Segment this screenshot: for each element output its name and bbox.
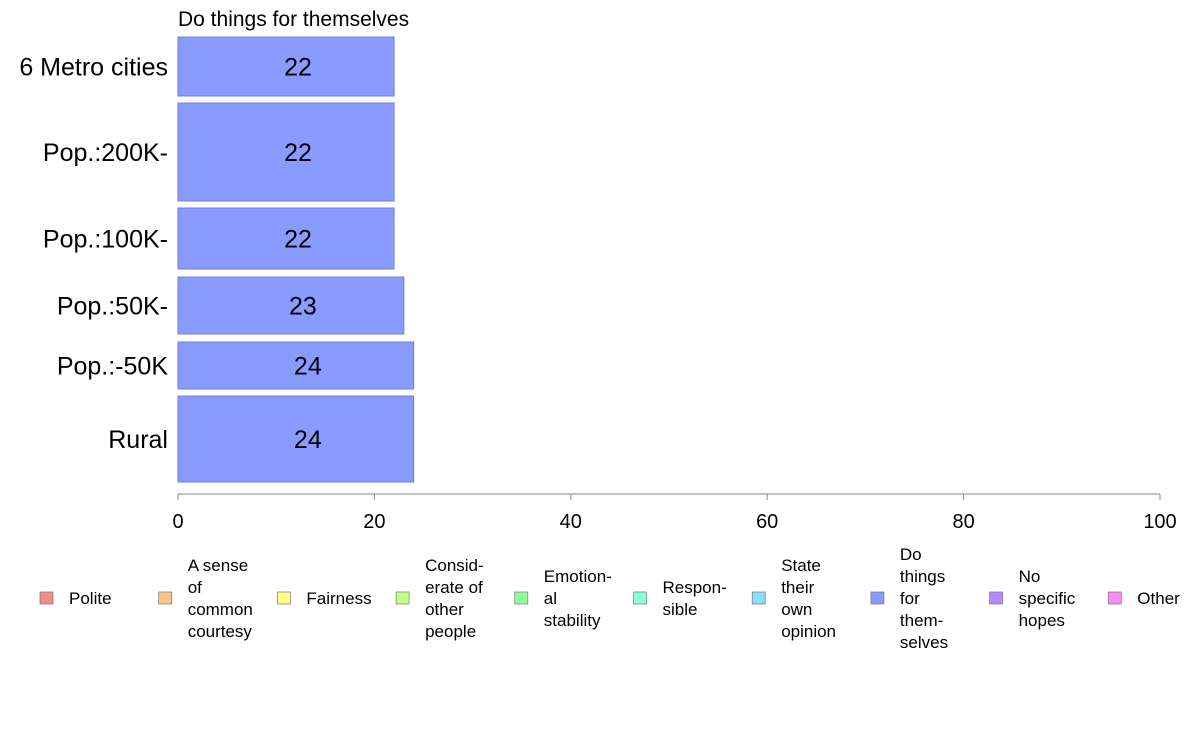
legend-swatch — [751, 591, 766, 605]
legend-label: Do things for them-selves — [900, 545, 948, 652]
panel-title: Do things for themselves — [178, 8, 409, 31]
legend-label: A sense of common courtesy — [188, 556, 253, 641]
data-label: 22 — [284, 226, 312, 254]
legend-swatch — [277, 591, 291, 605]
bar — [177, 102, 395, 202]
data-label: 22 — [284, 139, 312, 167]
x-tick-label: 0 — [172, 511, 183, 533]
bar — [177, 341, 415, 390]
bar — [177, 395, 415, 483]
legend-swatch — [395, 591, 410, 605]
x-tick-label: 40 — [560, 511, 582, 533]
x-tick-label: 60 — [756, 511, 778, 533]
legend-swatch — [158, 591, 173, 605]
legend-label: Consid-erate of other people — [425, 556, 484, 641]
legend-swatch — [514, 591, 529, 605]
legend-label: Polite — [69, 589, 112, 608]
x-tick-label: 80 — [952, 511, 974, 533]
legend-label: No specific hopes — [1019, 567, 1076, 630]
category-label: 6 Metro cities — [19, 54, 168, 82]
legend-label: Fairness — [306, 589, 371, 608]
data-label: 24 — [294, 353, 322, 381]
legend-swatch — [870, 591, 885, 605]
legend-swatch — [1107, 591, 1122, 605]
legend-swatch — [989, 591, 1003, 605]
legend: Polite A sense of common courtesy Fairness Con… — [39, 545, 1180, 652]
legend-swatch — [633, 591, 647, 605]
bar — [177, 276, 405, 335]
x-tick-label: 100 — [1143, 511, 1176, 533]
legend-label: Respon-sible — [663, 578, 727, 619]
legend-swatch — [39, 591, 54, 605]
legend-label: Emotion-al stability — [544, 567, 612, 630]
category-label: Pop.:100K- — [43, 226, 168, 254]
x-axis: 0 20 40 60 80 100 — [172, 493, 1177, 533]
category-label: Pop.:-50K — [57, 353, 169, 381]
category-label: Rural — [108, 426, 168, 454]
category-label: Pop.:200K- — [43, 139, 168, 167]
legend-label: State their own opinion — [781, 556, 836, 641]
bars: 6 Metro cities 22 Pop.:200K- 22 Pop.:100K- 22… — [19, 36, 415, 483]
legend-label: Other — [1137, 589, 1180, 608]
data-label: 23 — [289, 293, 317, 321]
data-label: 24 — [294, 426, 322, 454]
category-label: Pop.:50K- — [57, 293, 168, 321]
x-tick-label: 20 — [363, 511, 385, 533]
data-label: 22 — [284, 54, 312, 82]
bar — [177, 207, 395, 270]
bar — [177, 36, 395, 97]
